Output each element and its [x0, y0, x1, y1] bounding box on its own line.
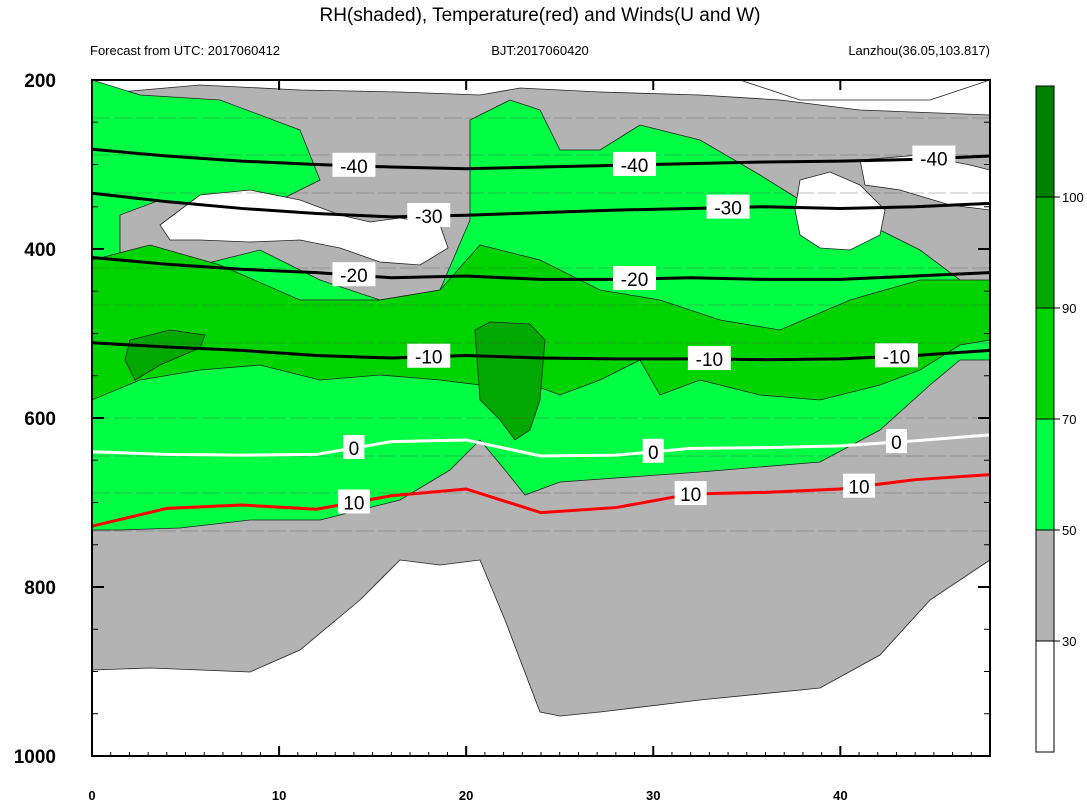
y-tick-label: 600: [24, 409, 56, 430]
contour-label-box: [407, 343, 451, 368]
x-tick-label: 20: [459, 788, 473, 803]
contour-label: -40: [340, 157, 367, 178]
x-tick-label: 0: [88, 788, 95, 803]
colorbar-label: 30: [1062, 634, 1076, 649]
contour-label-box: [687, 346, 731, 371]
temperature-contour--40: [92, 147, 990, 171]
contour-label-box: [885, 429, 907, 454]
temperature-contours: -40 -40 -40 -30 -30 -20 -20 -10 -10 -10 0 0 0 10 10 10: [92, 145, 990, 528]
contour-label-box: [337, 489, 370, 514]
contour-label-box: [642, 438, 664, 463]
colorbar-box: [1035, 307, 1055, 420]
temperature-contour--20: [92, 255, 990, 281]
contour-label: 10: [680, 485, 701, 506]
y-tick-label: 800: [24, 578, 56, 599]
colorbar-box: [1035, 418, 1055, 531]
chart-subtitle-left: Forecast from UTC: 2017060412: [90, 43, 280, 58]
temperature-contour--10: [92, 341, 990, 362]
colorbar-label: 90: [1062, 301, 1076, 316]
contour-label: 0: [648, 443, 659, 464]
x-tick-label: 40: [833, 788, 847, 803]
contour-label: -10: [415, 348, 442, 369]
chart-subtitle-right: Lanzhou(36.05,103.817): [848, 43, 990, 58]
contour-label-box: [613, 151, 657, 176]
contour-label: -30: [415, 207, 442, 228]
contour-label-box: [674, 481, 707, 506]
contour-label-box: [407, 203, 451, 228]
colorbar-box: [1035, 196, 1055, 309]
contour-label: 0: [349, 439, 360, 460]
contour-label-box: [912, 145, 956, 170]
temperature-contour-0: [92, 433, 990, 458]
contour-label-box: [874, 343, 918, 368]
contour-label-box: [613, 265, 657, 290]
y-tick-label: 400: [24, 240, 56, 261]
contour-label-box: [343, 434, 365, 459]
rh-shade-white-3: [739, 80, 990, 101]
rh-shade-white-2: [794, 171, 886, 251]
contour-label: 0: [891, 433, 902, 454]
contour-label: -20: [621, 270, 648, 291]
x-tick-label: 10: [272, 788, 286, 803]
rh-shade-dark-green-2: [124, 329, 206, 381]
x-axis: 0 10 20 30 40: [88, 80, 972, 803]
contour-label: -10: [883, 347, 910, 368]
contour-label: 10: [848, 478, 869, 499]
temperature-contour--30: [92, 191, 990, 219]
contour-label: 10: [343, 494, 364, 515]
colorbar-box: [1035, 529, 1055, 642]
contour-label: -40: [920, 150, 947, 171]
rh-shade-dark-green: [474, 321, 546, 441]
colorbar-box: [1035, 85, 1055, 198]
contour-label-box: [332, 262, 376, 287]
colorbar-label: 50: [1062, 523, 1076, 538]
y-tick-label: 200: [24, 71, 56, 92]
contour-label-box: [706, 194, 750, 219]
contour-label-box: [332, 152, 376, 177]
contour-label: -20: [340, 266, 367, 287]
temperature-contour-10: [92, 473, 990, 528]
colorbar-label: 100: [1062, 190, 1084, 205]
colorbar-label: 70: [1062, 412, 1076, 427]
contour-label: -30: [714, 199, 741, 220]
y-tick-label: 1000: [14, 747, 56, 768]
contour-label-box: [843, 473, 876, 498]
colorbar: 100 90 70 50 30: [1035, 85, 1084, 753]
colorbar-box: [1035, 640, 1055, 753]
x-tick-label: 30: [646, 788, 660, 803]
chart-subtitle-center: BJT:2017060420: [491, 43, 589, 58]
plot-area: -40 -40 -40 -30 -30 -20 -20 -10 -10 -10 0 0 0 10 10 10: [92, 80, 990, 717]
contour-label: -40: [621, 156, 648, 177]
chart-title: RH(shaded), Temperature(red) and Winds(U…: [319, 5, 760, 26]
contour-label: -10: [696, 350, 723, 371]
rh-shade-mid-green: [92, 244, 990, 401]
